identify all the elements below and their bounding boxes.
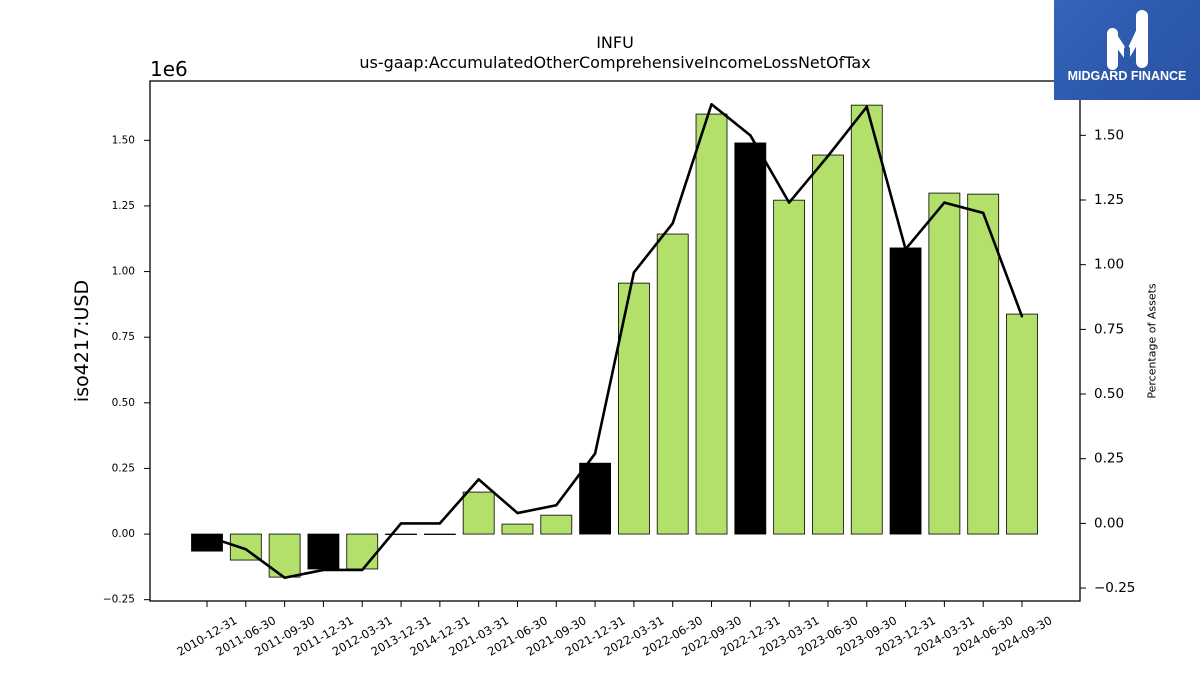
line-point-2023-09-30	[865, 105, 868, 109]
logo-text: MIDGARD FINANCE	[1067, 69, 1187, 83]
bar-2023-03-31	[773, 199, 806, 535]
chart-title: INFU	[596, 33, 634, 52]
bars-group	[191, 104, 1038, 578]
plot-area: −0.25 0.00 0.25 0.50 0.75 1.00 1.25 1.50 −0.25 0.…	[103, 80, 1135, 659]
midgard-finance-logo-icon	[1107, 10, 1148, 70]
y-tick-label: 1.50	[112, 134, 135, 146]
y-tick-label: 1.25	[112, 200, 135, 212]
line-point-2021-06-30	[516, 511, 519, 515]
y-tick-label: 0.75	[112, 331, 135, 343]
bar-2024-09-30	[1006, 313, 1038, 535]
line-point-2022-03-31	[632, 271, 636, 274]
line-point-2021-09-30	[555, 504, 558, 507]
line-point-2012-03-31	[361, 568, 364, 572]
y-tick-label: 0.25	[112, 462, 135, 474]
y-tick-label: 0.00	[112, 528, 135, 540]
y-tick-label: −0.25	[103, 594, 135, 606]
line-point-2021-12-31	[593, 452, 597, 455]
bar-2014-12-31	[423, 533, 456, 535]
line-point-2023-03-31	[787, 201, 791, 204]
axes-frame	[149, 80, 1081, 602]
x-axis-ticks: 2010-12-312011-06-302011-09-302011-12-31…	[175, 601, 1054, 659]
bar-2022-06-30	[656, 233, 689, 535]
bar-2021-09-30	[540, 514, 573, 535]
y2-tick-label: 1.50	[1094, 127, 1124, 143]
y2-tick-label: −0.25	[1094, 580, 1135, 596]
line-point-2023-06-30	[826, 154, 830, 158]
y2-axis-label: Percentage of Assets	[1146, 283, 1159, 399]
line-point-2022-06-30	[671, 222, 674, 225]
line-point-2024-03-31	[943, 201, 946, 204]
y2-tick-label: 1.00	[1094, 257, 1124, 273]
y2-tick-label: 0.75	[1094, 321, 1124, 337]
midgard-finance-logo: MIDGARD FINANCE	[1054, 0, 1200, 100]
y2-axis-ticks: −0.25 0.00 0.25 0.50 0.75 1.00 1.25 1.50	[1080, 127, 1135, 596]
line-point-2023-12-31	[904, 247, 907, 251]
bar-2021-12-31	[579, 462, 611, 535]
bar-2023-06-30	[812, 154, 844, 535]
bar-2024-06-30	[967, 193, 1000, 535]
y2-tick-label: 0.00	[1094, 515, 1124, 531]
line-point-2022-09-30	[710, 103, 713, 106]
y2-tick-label: 0.50	[1094, 386, 1124, 402]
y2-tick-label: 0.25	[1094, 451, 1124, 467]
y2-tick-label: 1.25	[1094, 192, 1124, 208]
bar-2021-03-31	[462, 491, 495, 535]
line-point-2011-09-30	[283, 576, 286, 579]
line-point-2024-06-30	[981, 211, 985, 215]
line-point-2011-12-31	[322, 568, 325, 572]
bar-2012-03-31	[346, 533, 379, 570]
bar-2013-12-31	[385, 533, 417, 535]
line-point-2014-12-31	[438, 522, 442, 525]
bar-2021-06-30	[501, 523, 534, 535]
y-axis-label: iso4217:USD	[71, 280, 93, 402]
bar-2024-03-31	[928, 192, 961, 535]
y-tick-label: 1.00	[112, 266, 135, 278]
line-point-2021-03-31	[477, 478, 480, 481]
bar-2011-12-31	[307, 533, 340, 570]
y-axis-offset-text: 1e6	[150, 57, 188, 81]
line-point-2024-09-30	[1020, 315, 1024, 318]
percentage-of-assets-line	[206, 102, 1024, 580]
y-axis-ticks: −0.25 0.00 0.25 0.50 0.75 1.00 1.25 1.50	[103, 134, 150, 606]
chart-subtitle: us-gaap:AccumulatedOtherComprehensiveInc…	[359, 53, 870, 72]
bar-2022-09-30	[695, 113, 728, 535]
line-point-2022-12-31	[749, 134, 752, 137]
line-points-group	[205, 103, 1024, 579]
line-point-2011-06-30	[244, 548, 248, 551]
bar-2023-12-31	[889, 247, 922, 535]
bar-2022-12-31	[734, 142, 767, 535]
line-point-2013-12-31	[399, 522, 403, 525]
y-tick-label: 0.50	[112, 397, 135, 409]
bar-2023-09-30	[850, 104, 883, 535]
line-point-2010-12-31	[205, 535, 209, 538]
